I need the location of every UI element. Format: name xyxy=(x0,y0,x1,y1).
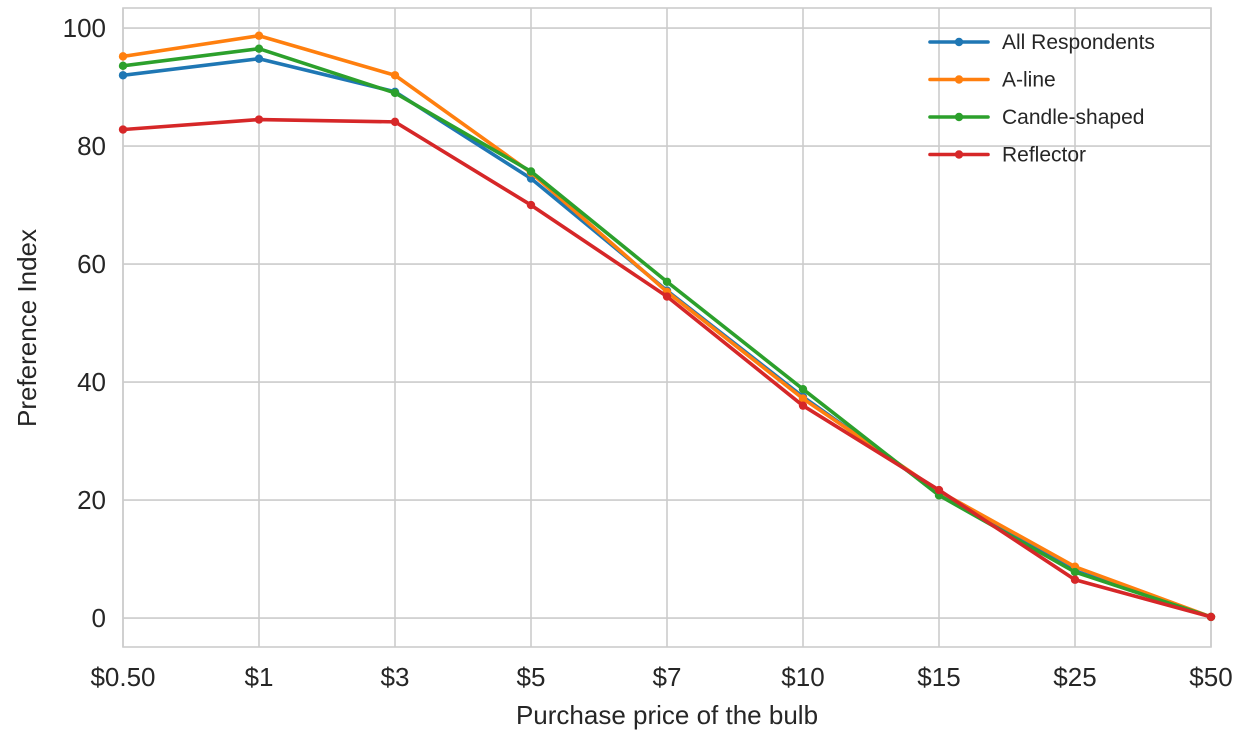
data-point xyxy=(118,52,128,61)
data-point xyxy=(526,200,536,210)
legend-marker xyxy=(954,150,964,159)
y-axis-label: Preference Index xyxy=(12,229,42,427)
x-tick-label: $10 xyxy=(781,662,824,692)
data-point xyxy=(1070,567,1080,577)
data-point xyxy=(390,71,400,80)
legend: All Respondents A-line Candle-shaped Reflec… xyxy=(928,31,1155,167)
x-tick-label: $0.50 xyxy=(90,662,155,692)
data-point xyxy=(254,115,264,124)
data-point xyxy=(662,292,672,301)
y-tick-label: 0 xyxy=(92,603,106,633)
data-point xyxy=(798,394,808,403)
data-point xyxy=(526,167,536,176)
data-point xyxy=(662,277,672,286)
x-tick-label: $3 xyxy=(381,662,410,692)
legend-label: All Respondents xyxy=(1002,31,1155,54)
legend-item: A-line xyxy=(928,69,1056,92)
series-reflector xyxy=(118,115,1216,622)
x-tick-label: $7 xyxy=(653,662,682,692)
data-point xyxy=(798,401,808,410)
data-point xyxy=(254,44,264,53)
y-tick-label: 80 xyxy=(77,131,106,161)
y-tick-label: 100 xyxy=(63,13,106,43)
y-tick-label: 40 xyxy=(77,367,106,397)
y-tick-label: 20 xyxy=(77,485,106,515)
x-tick-label: $1 xyxy=(245,662,274,692)
legend-label: Candle-shaped xyxy=(1002,106,1144,129)
legend-label: A-line xyxy=(1002,69,1056,92)
y-tick-label: 60 xyxy=(77,249,106,279)
data-point xyxy=(118,71,128,80)
x-tick-label: $25 xyxy=(1053,662,1096,692)
x-tick-label: $50 xyxy=(1189,662,1232,692)
data-point xyxy=(390,117,400,127)
legend-item: Candle-shaped xyxy=(928,106,1144,129)
x-tick-label: $5 xyxy=(517,662,546,692)
data-point xyxy=(254,31,264,40)
tick-labels: $0.50 $1 $3 $5 $7 $10 $15 $25 $50 0 20 40 60 80 100 xyxy=(63,13,1233,692)
legend-marker xyxy=(954,75,964,84)
legend-item: All Respondents xyxy=(928,31,1155,54)
legend-item: Reflector xyxy=(928,144,1086,167)
legend-marker xyxy=(954,37,964,47)
data-point xyxy=(118,125,128,134)
legend-marker xyxy=(954,112,964,122)
data-point xyxy=(118,61,128,71)
data-point xyxy=(934,485,944,495)
legend-label: Reflector xyxy=(1002,144,1086,167)
x-tick-label: $15 xyxy=(917,662,960,692)
series-lines xyxy=(118,31,1216,622)
plot-border xyxy=(122,7,1212,648)
data-point xyxy=(390,88,400,98)
data-point xyxy=(798,384,808,394)
x-axis-label: Purchase price of the bulb xyxy=(516,700,818,730)
data-point xyxy=(1070,575,1080,584)
data-point xyxy=(254,54,264,63)
data-point xyxy=(1206,612,1216,622)
plot-frame xyxy=(122,7,1212,648)
series-candle-shaped xyxy=(118,44,1216,622)
